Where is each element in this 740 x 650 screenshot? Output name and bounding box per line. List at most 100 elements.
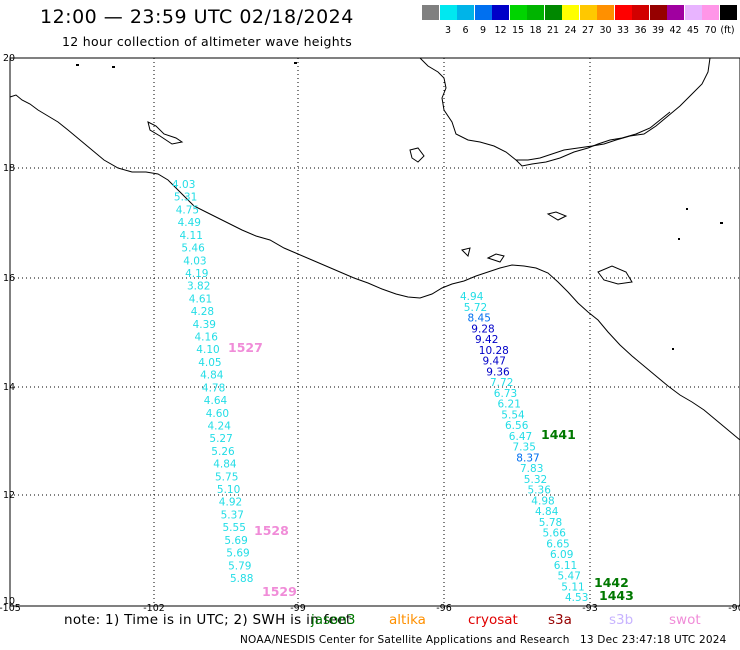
island xyxy=(546,211,568,221)
satellite-legend-item: s3b xyxy=(609,612,634,628)
wave-height-value: 4.03 xyxy=(172,179,195,191)
satellite-legend-item: jason3 xyxy=(311,612,356,628)
island xyxy=(461,247,471,257)
wave-height-value: 4.16 xyxy=(195,332,219,344)
island xyxy=(597,265,633,285)
pass-number-label: 1441 xyxy=(541,427,576,442)
legend-swatch xyxy=(422,5,439,20)
satellite-legend-item: altika xyxy=(389,612,426,628)
legend-swatch xyxy=(702,5,719,20)
wave-height-value: 4.19 xyxy=(185,268,208,280)
wave-height-value: 6.65 xyxy=(546,538,569,550)
islet xyxy=(686,208,688,210)
x-tick-label: -93 xyxy=(582,603,598,614)
legend-swatch xyxy=(719,5,737,20)
wave-height-value: 4.10 xyxy=(196,344,219,356)
wave-height-value: 4.11 xyxy=(180,230,203,242)
x-tick-label: -105 xyxy=(0,603,21,614)
wave-height-value: 4.84 xyxy=(535,506,559,518)
wave-height-value: 5.26 xyxy=(211,446,235,458)
x-tick-label: -96 xyxy=(436,603,452,614)
legend-label: 27 xyxy=(581,25,595,36)
legend-label: 3 xyxy=(444,25,452,36)
y-tick-label: 12 xyxy=(3,490,15,501)
pass-number-label: 1528 xyxy=(254,523,289,538)
legend-label: 70 xyxy=(704,25,717,36)
wave-height-value: 6.73 xyxy=(494,388,517,400)
wave-height-value: 4.84 xyxy=(213,459,237,471)
wave-height-value: 5.69 xyxy=(226,548,249,560)
y-tick-label: 14 xyxy=(3,382,15,393)
wave-height-value: 6.09 xyxy=(550,549,573,561)
wave-height-value: 4.84 xyxy=(200,370,224,382)
islet xyxy=(720,222,723,224)
wave-height-value: 9.47 xyxy=(483,356,506,368)
wave-height-value: 5.55 xyxy=(223,522,246,534)
footer-note: note: 1) Time is in UTC; 2) SWH is in fe… xyxy=(64,612,352,628)
legend-swatch xyxy=(439,5,457,20)
wave-height-value: 5.78 xyxy=(539,517,562,529)
legend-label: 18 xyxy=(529,25,542,36)
wave-height-value: 4.78 xyxy=(202,382,225,394)
legend-swatch xyxy=(649,5,667,20)
satellite-legend-item: s3a xyxy=(548,612,572,628)
wave-height-value: 5.72 xyxy=(464,302,487,314)
legend-label: 30 xyxy=(599,25,612,36)
legend-label: 9 xyxy=(479,25,487,36)
coastline-yucatan-inner xyxy=(515,111,671,167)
y-tick-label: 16 xyxy=(3,273,15,284)
wave-height-value: 8.45 xyxy=(468,313,491,325)
islet xyxy=(678,238,680,240)
legend-label: 42 xyxy=(669,25,682,36)
legend-label: 45 xyxy=(686,25,700,36)
wave-height-value: 4.49 xyxy=(178,217,201,229)
wave-height-value: 5.10 xyxy=(217,484,240,496)
footer-generated-time: 13 Dec 23:47:18 UTC 2024 xyxy=(580,634,727,646)
wave-height-value: 7.83 xyxy=(520,463,543,475)
wave-height-value: 3.82 xyxy=(187,281,210,293)
pass-number-label: 1442 xyxy=(594,575,629,590)
islet xyxy=(112,66,115,68)
islet xyxy=(76,64,79,66)
legend-swatch xyxy=(544,5,562,20)
wave-height-value: 4.53 xyxy=(565,592,588,604)
islet xyxy=(672,348,674,350)
islet xyxy=(294,62,297,64)
wave-height-value: 4.98 xyxy=(531,495,554,507)
map-frame xyxy=(9,57,740,607)
pass-number-label: 1443 xyxy=(599,588,634,603)
legend-label: 21 xyxy=(546,25,560,36)
legend-label: 36 xyxy=(634,25,647,36)
legend-swatch xyxy=(492,5,509,20)
y-tick-label: 18 xyxy=(3,163,15,174)
wave-height-value: 6.47 xyxy=(509,431,532,443)
satellite-legend-item: swot xyxy=(669,612,701,628)
wave-height-value: 5.79 xyxy=(228,560,251,572)
wave-height-value: 5.88 xyxy=(230,573,253,585)
wave-height-value: 5.47 xyxy=(558,571,581,583)
page-title: 12:00 — 23:59 UTC 02/18/2024 xyxy=(40,6,354,28)
wave-height-value: 5.32 xyxy=(524,474,547,486)
legend-swatch xyxy=(597,5,614,20)
wave-height-value: 5.66 xyxy=(543,528,567,540)
x-tick-label: -99 xyxy=(290,603,306,614)
legend-label: 12 xyxy=(494,25,507,36)
wave-height-value: 9.36 xyxy=(486,366,510,378)
wave-height-value: 4.39 xyxy=(193,319,216,331)
wave-height-value: 5.46 xyxy=(181,243,205,255)
wave-height-value: 6.11 xyxy=(554,560,577,572)
wave-height-value: 5.54 xyxy=(501,409,525,421)
coastline-mexico xyxy=(9,94,740,441)
pass-number-label: 1527 xyxy=(228,340,263,355)
page-subtitle: 12 hour collection of altimeter wave hei… xyxy=(62,34,353,49)
legend-swatch xyxy=(562,5,579,20)
wave-height-value: 5.11 xyxy=(561,581,584,593)
wave-height-value: 5.36 xyxy=(528,485,552,497)
wave-height-value: 10.28 xyxy=(479,345,509,357)
wave-height-value: 6.56 xyxy=(505,420,529,432)
wave-height-value: 5.37 xyxy=(221,510,244,522)
wave-height-value: 9.28 xyxy=(471,323,494,335)
wave-height-value: 6.21 xyxy=(498,399,521,411)
wave-height-value: 4.75 xyxy=(176,204,199,216)
